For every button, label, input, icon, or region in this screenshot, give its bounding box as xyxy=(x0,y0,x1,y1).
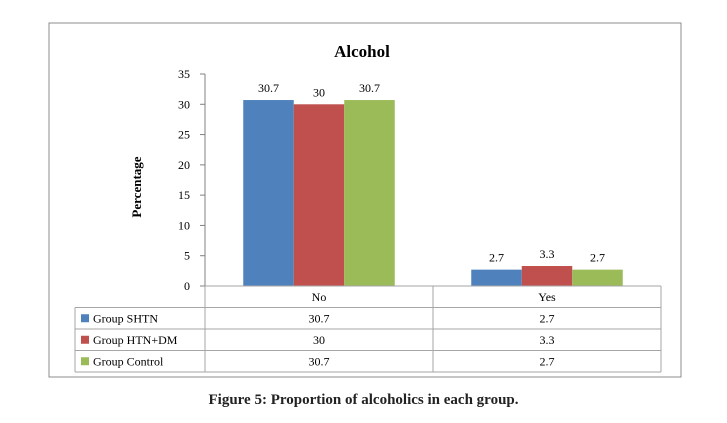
y-tick-label: 35 xyxy=(178,67,190,81)
y-axis-label: Percentage xyxy=(129,156,144,217)
bar xyxy=(243,100,294,286)
bar xyxy=(293,104,345,287)
bar-data-label: 2.7 xyxy=(590,251,605,265)
bar-data-label: 30 xyxy=(313,85,325,99)
bar xyxy=(572,269,623,286)
bar-data-label: 2.7 xyxy=(489,251,504,265)
bar xyxy=(521,266,573,286)
legend-swatch xyxy=(81,314,89,323)
y-tick-label: 25 xyxy=(178,128,190,142)
bar xyxy=(344,100,395,286)
legend-swatch xyxy=(81,357,89,366)
bar-data-label: 30.7 xyxy=(359,81,380,95)
figure-caption: Figure 5: Proportion of alcoholics in ea… xyxy=(208,392,519,408)
table-cell-value: 2.7 xyxy=(540,354,555,368)
table-cell-value: 2.7 xyxy=(540,311,555,325)
y-tick-label: 15 xyxy=(178,188,190,202)
legend-series-name: Group SHTN xyxy=(93,311,158,325)
y-tick-label: 30 xyxy=(178,97,190,111)
y-axis: 0 5 10 15 20 25 30 35 xyxy=(178,67,206,293)
table-cell-value: 30 xyxy=(313,333,325,347)
data-table: No Yes Group SHTN 30.7 2.7 Group HTN+DM 30 3.3 G… xyxy=(74,285,662,373)
legend-swatch xyxy=(81,335,89,344)
table-cell-value: 30.7 xyxy=(309,354,330,368)
bars xyxy=(243,100,623,287)
legend-series-name: Group Control xyxy=(93,354,164,368)
x-category-label: Yes xyxy=(538,290,556,304)
bar-data-label: 30.7 xyxy=(258,81,279,95)
y-tick-label: 20 xyxy=(178,158,190,172)
table-cell-value: 30.7 xyxy=(309,311,330,325)
chart-title: Alcohol xyxy=(334,42,390,61)
legend-series-name: Group HTN+DM xyxy=(93,333,178,347)
y-tick-label: 10 xyxy=(178,218,190,232)
x-category-label: No xyxy=(312,290,327,304)
bar-data-label: 3.3 xyxy=(540,247,555,261)
y-tick-label: 5 xyxy=(184,249,190,263)
y-tick-label: 0 xyxy=(184,279,190,293)
bar-data-labels: 30.7 2.7 30 3.3 30.7 2.7 xyxy=(258,81,605,265)
table-cell-value: 3.3 xyxy=(540,333,555,347)
bar xyxy=(471,269,522,286)
